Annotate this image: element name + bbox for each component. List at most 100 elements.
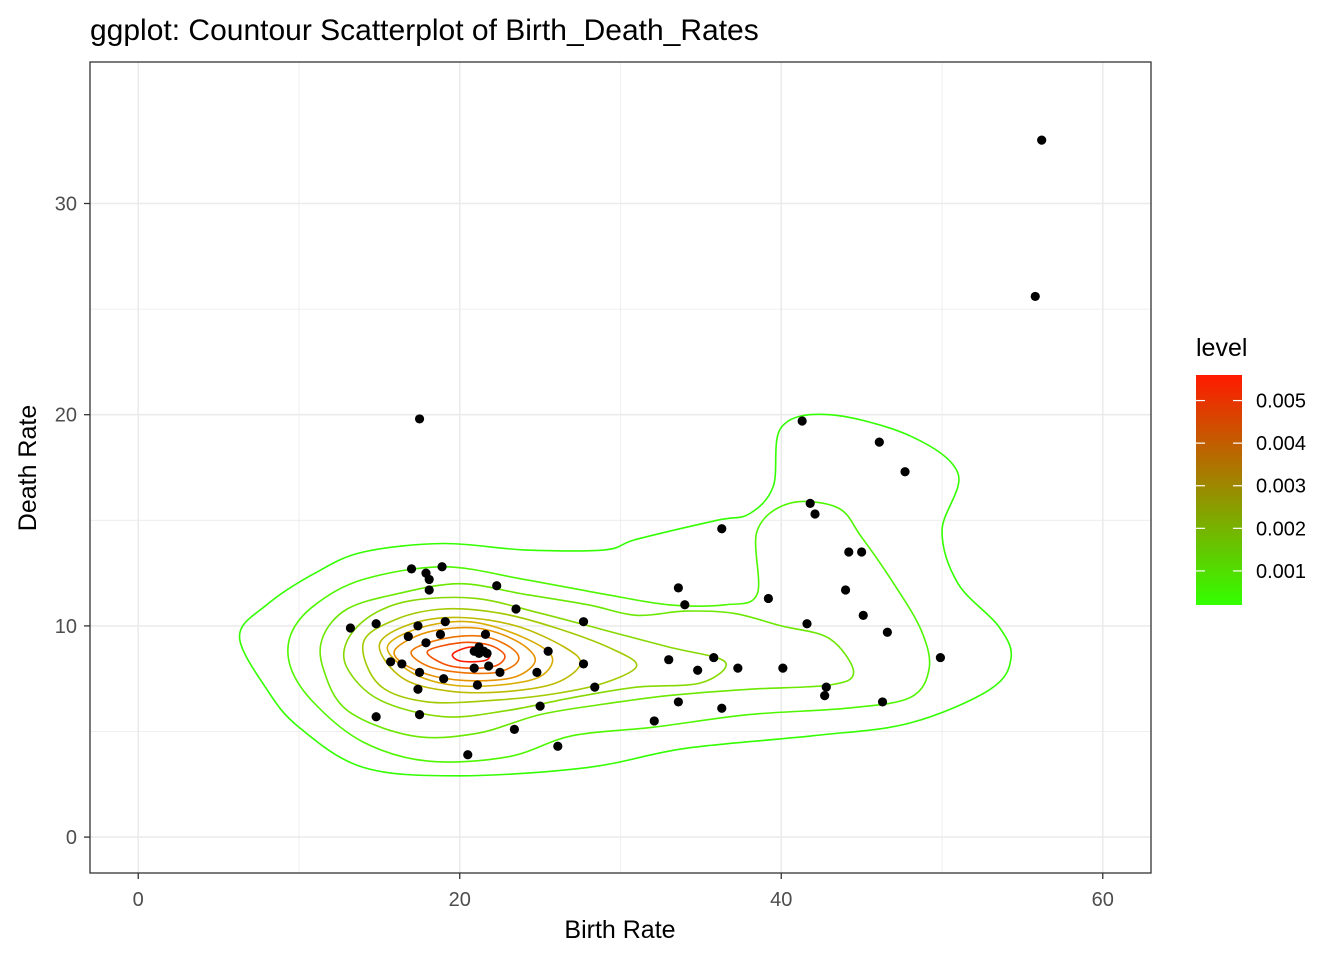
data-point: [810, 509, 820, 519]
data-point: [840, 585, 851, 595]
data-point: [440, 617, 450, 627]
x-tick-label: 40: [770, 889, 792, 911]
data-point: [590, 682, 600, 692]
data-point: [403, 631, 413, 642]
data-point: [778, 663, 788, 673]
data-point: [805, 498, 815, 509]
legend-tick-label: 0.001: [1256, 561, 1306, 583]
grid-minor: [90, 62, 1151, 873]
data-point: [673, 583, 683, 593]
data-point: [802, 619, 812, 629]
data-point: [371, 712, 381, 722]
legend-tick-label: 0.004: [1256, 433, 1306, 455]
data-point: [680, 600, 690, 610]
contour-level-11: [451, 646, 492, 663]
data-point: [424, 585, 434, 595]
y-axis-ticks: 0 10 20 30: [55, 194, 90, 849]
data-point: [797, 416, 807, 426]
data-point: [437, 562, 447, 572]
data-point: [413, 621, 423, 631]
data-point: [673, 697, 683, 707]
data-point: [492, 581, 502, 591]
data-point: [649, 716, 659, 726]
contour-level-2: [287, 500, 931, 763]
legend-title: level: [1196, 334, 1247, 362]
legend-tick-label: 0.002: [1256, 518, 1306, 540]
legend-ticks: 0.001 0.002 0.003 0.004 0.005: [1196, 391, 1306, 583]
data-point: [733, 663, 743, 673]
grid-major: [90, 62, 1151, 873]
data-point: [413, 684, 423, 694]
data-point: [406, 564, 417, 574]
contour-level-10: [426, 641, 506, 670]
data-point: [345, 623, 356, 633]
data-point: [414, 710, 425, 720]
data-point: [578, 617, 589, 627]
data-point: [1030, 291, 1040, 302]
y-tick-label: 10: [55, 616, 77, 638]
x-tick-label: 60: [1092, 889, 1114, 911]
chart-title: ggplot: Countour Scatterplot of Birth_De…: [90, 14, 759, 47]
data-point: [935, 652, 946, 663]
data-point: [469, 663, 479, 673]
data-point: [821, 682, 831, 692]
y-tick-label: 30: [55, 194, 77, 216]
data-point: [709, 652, 719, 663]
data-point: [414, 414, 425, 424]
data-point: [578, 659, 589, 669]
data-point: [820, 690, 830, 701]
data-point: [858, 610, 868, 620]
contour-level-9: [410, 634, 520, 675]
data-point: [424, 574, 434, 585]
data-point: [480, 629, 491, 639]
data-point: [397, 659, 407, 669]
data-point: [511, 604, 521, 614]
legend: level 0.001 0.002 0.003 0.004 0.005: [1196, 334, 1306, 605]
data-point: [535, 701, 545, 711]
x-axis-ticks: 0 20 40 60: [133, 873, 1114, 911]
y-axis-title: Death Rate: [14, 405, 42, 531]
x-tick-label: 0: [133, 889, 144, 911]
data-point: [693, 665, 703, 675]
data-point: [472, 680, 483, 690]
contour-level-1: [238, 413, 1013, 777]
data-point: [717, 524, 727, 534]
data-point: [543, 646, 553, 656]
legend-tick-label: 0.005: [1256, 391, 1306, 413]
data-point: [1037, 135, 1047, 145]
data-point: [484, 661, 494, 671]
data-point: [532, 667, 542, 677]
scatter-points: [345, 135, 1047, 760]
data-point: [844, 547, 854, 557]
data-point: [664, 655, 674, 665]
legend-tick-label: 0.003: [1256, 476, 1306, 498]
data-point: [463, 750, 473, 760]
contour-level-5: [361, 607, 638, 704]
y-tick-label: 20: [55, 405, 77, 427]
data-point: [553, 741, 563, 751]
data-point: [482, 648, 492, 658]
data-point: [717, 703, 727, 713]
data-point: [421, 638, 431, 648]
data-point: [414, 667, 425, 677]
data-point: [439, 674, 449, 684]
y-tick-label: 0: [66, 827, 77, 849]
data-point: [495, 667, 505, 677]
data-point: [371, 619, 381, 629]
legend-colorbar: [1196, 375, 1242, 605]
x-tick-label: 20: [449, 889, 471, 911]
plot-panel: [89, 61, 1152, 874]
data-point: [763, 593, 773, 604]
data-point: [882, 627, 892, 637]
panel-border: [89, 61, 1152, 874]
data-point: [435, 629, 446, 639]
data-point: [900, 467, 910, 477]
data-point: [877, 697, 888, 707]
x-axis-title: Birth Rate: [564, 916, 675, 944]
data-point: [857, 547, 867, 557]
data-point: [474, 648, 484, 658]
data-point: [874, 437, 884, 447]
data-point: [509, 724, 519, 734]
data-point: [386, 657, 396, 667]
